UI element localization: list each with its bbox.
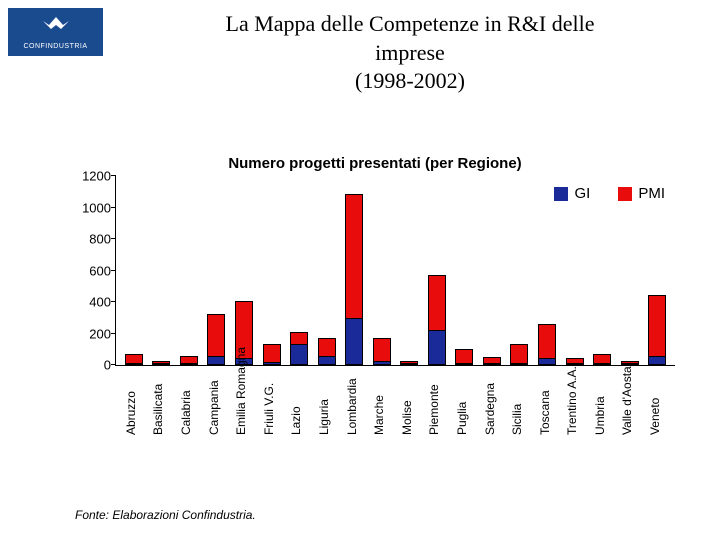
y-tick-label: 200: [89, 326, 111, 341]
x-tick-label: Marche: [372, 347, 390, 439]
chart-container: Numero progetti presentati (per Regione)…: [75, 155, 675, 495]
x-tick-label: Molise: [400, 347, 418, 439]
eagle-icon: [39, 15, 73, 41]
x-tick-label: Liguria: [317, 347, 335, 439]
x-tick-label: Umbria: [593, 347, 611, 439]
x-tick-label: Campania: [207, 347, 225, 439]
chart-title: Numero progetti presentati (per Regione): [75, 155, 675, 172]
confindustria-logo: CONFINDUSTRIA: [8, 8, 103, 56]
plot-area: 020040060080010001200: [115, 176, 675, 366]
x-tick-label: Friuli V.G.: [262, 347, 280, 439]
y-tick-mark: [111, 207, 116, 208]
y-tick-label: 600: [89, 263, 111, 278]
x-tick-label: Sicilia: [510, 347, 528, 439]
y-tick-label: 400: [89, 295, 111, 310]
page-title: La Mappa delle Competenze in R&I delle i…: [120, 10, 700, 96]
y-tick-label: 1000: [82, 200, 111, 215]
x-axis-labels: Abruzzo Basilicata Calabria Campania Emilia …: [115, 347, 675, 439]
bar-segment-pmi: [290, 332, 308, 345]
x-tick-label: Sardegna: [483, 347, 501, 439]
x-tick-label: Valle d'Aosta: [620, 347, 638, 439]
title-line-2: imprese: [375, 40, 445, 65]
x-tick-label: Puglia: [455, 347, 473, 439]
y-tick-label: 800: [89, 232, 111, 247]
y-axis-ticks: 020040060080010001200: [71, 176, 111, 365]
logo-brand-text: CONFINDUSTRIA: [23, 43, 87, 50]
source-footnote: Fonte: Elaborazioni Confindustria.: [75, 508, 256, 522]
x-tick-label: Veneto: [648, 347, 666, 439]
y-tick-mark: [111, 270, 116, 271]
y-tick-mark: [111, 301, 116, 302]
x-tick-label: Lazio: [289, 347, 307, 439]
x-tick-label: Basilicata: [151, 347, 169, 439]
bar-group: [345, 194, 363, 365]
y-tick-mark: [111, 333, 116, 334]
x-tick-label: Emilia Romagna: [234, 347, 252, 439]
y-tick-label: 0: [104, 358, 111, 373]
x-tick-label: Piemonte: [427, 347, 445, 439]
bars-container: [116, 176, 675, 365]
x-tick-label: Calabria: [179, 347, 197, 439]
y-tick-mark: [111, 238, 116, 239]
x-tick-label: Abruzzo: [124, 347, 142, 439]
bar-segment-pmi: [428, 275, 446, 330]
y-tick-mark: [111, 175, 116, 176]
y-tick-label: 1200: [82, 169, 111, 184]
title-line-3: (1998-2002): [355, 68, 465, 93]
title-line-1: La Mappa delle Competenze in R&I delle: [226, 11, 595, 36]
x-tick-label: Lombardia: [345, 347, 363, 439]
bar-segment-pmi: [345, 194, 363, 318]
x-tick-label: Trentino A.A.: [565, 347, 583, 439]
x-tick-label: Toscana: [538, 347, 556, 439]
